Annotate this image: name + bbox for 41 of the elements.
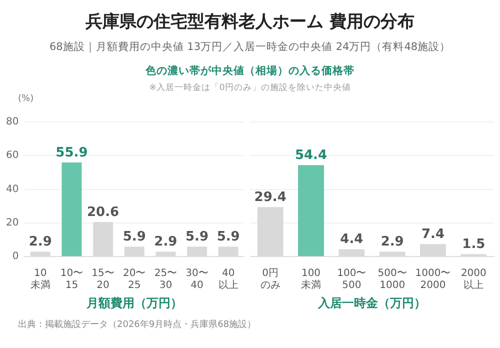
chart-subtitle: 68施設｜月額費用の中央値 13万円／入居一時金の中央値 24万円（有料48施設） — [48, 40, 452, 54]
chart-title: 兵庫県の住宅型有料老人ホーム 費用の分布 — [84, 11, 416, 33]
x-tick-label: 40 以上 — [218, 268, 238, 292]
data-label: 5.9 — [185, 230, 209, 245]
data-label: 5.9 — [216, 230, 240, 245]
data-label: 2.9 — [28, 234, 52, 250]
x-tick-label: 20〜 25 — [122, 268, 146, 292]
data-label: 20.6 — [87, 204, 120, 220]
x-tick-label: 25〜 30 — [154, 268, 178, 292]
y-tick-label: 80 — [6, 116, 19, 128]
x-tick-label: 10〜 15 — [60, 268, 84, 292]
x-tick-label: 100〜 500 — [337, 268, 366, 292]
data-label: 55.9 — [56, 145, 88, 160]
x-tick-label: 100 未満 — [301, 268, 321, 292]
x-tick-label: 0円のみ — [260, 268, 280, 292]
x-axis-title: 入居一時金（万円） — [317, 296, 426, 310]
bar — [298, 165, 324, 256]
x-axis-title: 月額費用（万円） — [85, 296, 182, 310]
y-tick-label: 20 — [6, 218, 19, 229]
y-axis-title: (%) — [18, 94, 34, 104]
x-tick-label: 10 未満 — [30, 268, 50, 292]
data-label: 54.4 — [294, 148, 328, 163]
x-tick-label: 1000〜 2000 — [415, 268, 451, 292]
bar — [62, 162, 82, 256]
text: 色の濃い帯が中央値（相場）の入る価格帯 — [144, 64, 356, 78]
source-note: 出典：掲載施設データ（2026年9月時点・兵庫県68施設） — [18, 318, 256, 331]
x-tick-label: 15〜 20 — [92, 268, 114, 292]
y-tick-label: 60 — [6, 150, 19, 162]
data-label: 1.5 — [462, 236, 486, 252]
data-label: 2.9 — [154, 234, 178, 250]
data-label: 29.4 — [254, 190, 286, 206]
data-label: 4.4 — [340, 232, 364, 248]
x-tick-label: 30〜 40 — [186, 268, 208, 292]
x-tick-label: 2000 以上 — [460, 268, 486, 292]
y-tick-label: 40 — [6, 184, 19, 195]
y-tick-label: 0 — [12, 251, 19, 262]
text: ※入居一時金は「0円のみ」の施設を除いた中央値 — [148, 82, 352, 94]
x-tick-label: 500〜 1000 — [378, 268, 407, 292]
data-label: 7.4 — [421, 227, 445, 242]
data-label: 5.9 — [122, 230, 146, 245]
data-label: 2.9 — [380, 234, 404, 250]
